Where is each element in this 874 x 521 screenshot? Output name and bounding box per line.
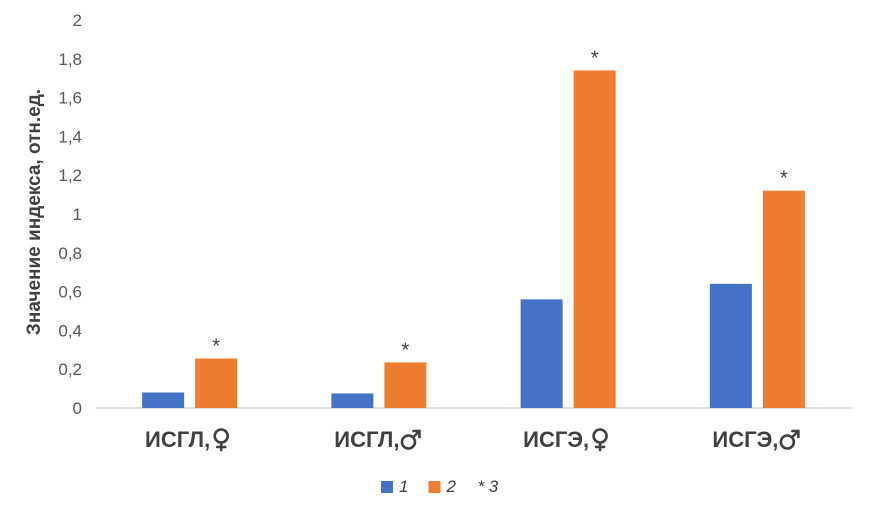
x-category-label: ИСГЭ,	[523, 427, 589, 452]
bar-series-2	[762, 190, 805, 408]
legend-label: 2	[445, 477, 456, 496]
y-tick-label: 0	[73, 399, 82, 418]
legend-label: 1	[399, 477, 408, 496]
x-category-label: ИСГЭ,	[712, 427, 778, 452]
female-symbol-icon	[213, 428, 230, 452]
significance-marker: *	[780, 168, 788, 190]
y-tick-label: 1,4	[58, 127, 82, 146]
y-tick-label: 1,6	[58, 89, 82, 108]
male-symbol-icon	[400, 429, 421, 450]
bars	[142, 70, 805, 408]
y-tick-label: 2	[73, 11, 82, 30]
y-tick-label: 1	[73, 205, 82, 224]
x-category-label: ИСГЛ,	[334, 427, 399, 452]
bar-series-2	[195, 358, 238, 408]
y-tick-label: 0,2	[58, 360, 82, 379]
significance-marker: *	[591, 47, 599, 69]
male-symbol-icon	[779, 429, 800, 450]
y-axis-label: Значение индекса, отн.ед.	[24, 89, 45, 335]
bar-series-1	[520, 299, 563, 408]
legend-swatch	[381, 481, 393, 493]
significance-marker: *	[212, 336, 220, 358]
bar-series-2	[573, 70, 616, 408]
bar-series-1	[331, 393, 374, 408]
x-category-label: ИСГЛ,	[145, 427, 210, 452]
legend-swatch	[428, 481, 441, 493]
bar-series-1	[142, 392, 185, 408]
y-axis-ticks: 0 0,2 0,4 0,6 0,8 1 1,2 1,4 1,6 1,8 2	[58, 11, 82, 418]
significance-marker: *	[401, 339, 409, 361]
x-axis-categories: ИСГЛ, ИСГЛ, ИСГЭ, ИСГЭ,	[145, 427, 800, 452]
bar-series-2	[384, 362, 427, 408]
y-tick-label: 0,8	[58, 244, 82, 263]
legend-label: * 3	[477, 477, 498, 496]
y-tick-label: 1,8	[58, 50, 82, 69]
y-tick-label: 0,4	[58, 321, 82, 340]
y-tick-label: 0,6	[58, 283, 82, 302]
bar-series-1	[709, 283, 752, 408]
significance-markers: * * * *	[212, 47, 788, 361]
y-tick-label: 1,2	[58, 166, 82, 185]
legend: 1 2 * 3	[381, 477, 499, 496]
female-symbol-icon	[592, 428, 608, 452]
